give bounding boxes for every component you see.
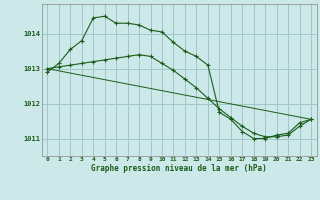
X-axis label: Graphe pression niveau de la mer (hPa): Graphe pression niveau de la mer (hPa) [91,164,267,173]
